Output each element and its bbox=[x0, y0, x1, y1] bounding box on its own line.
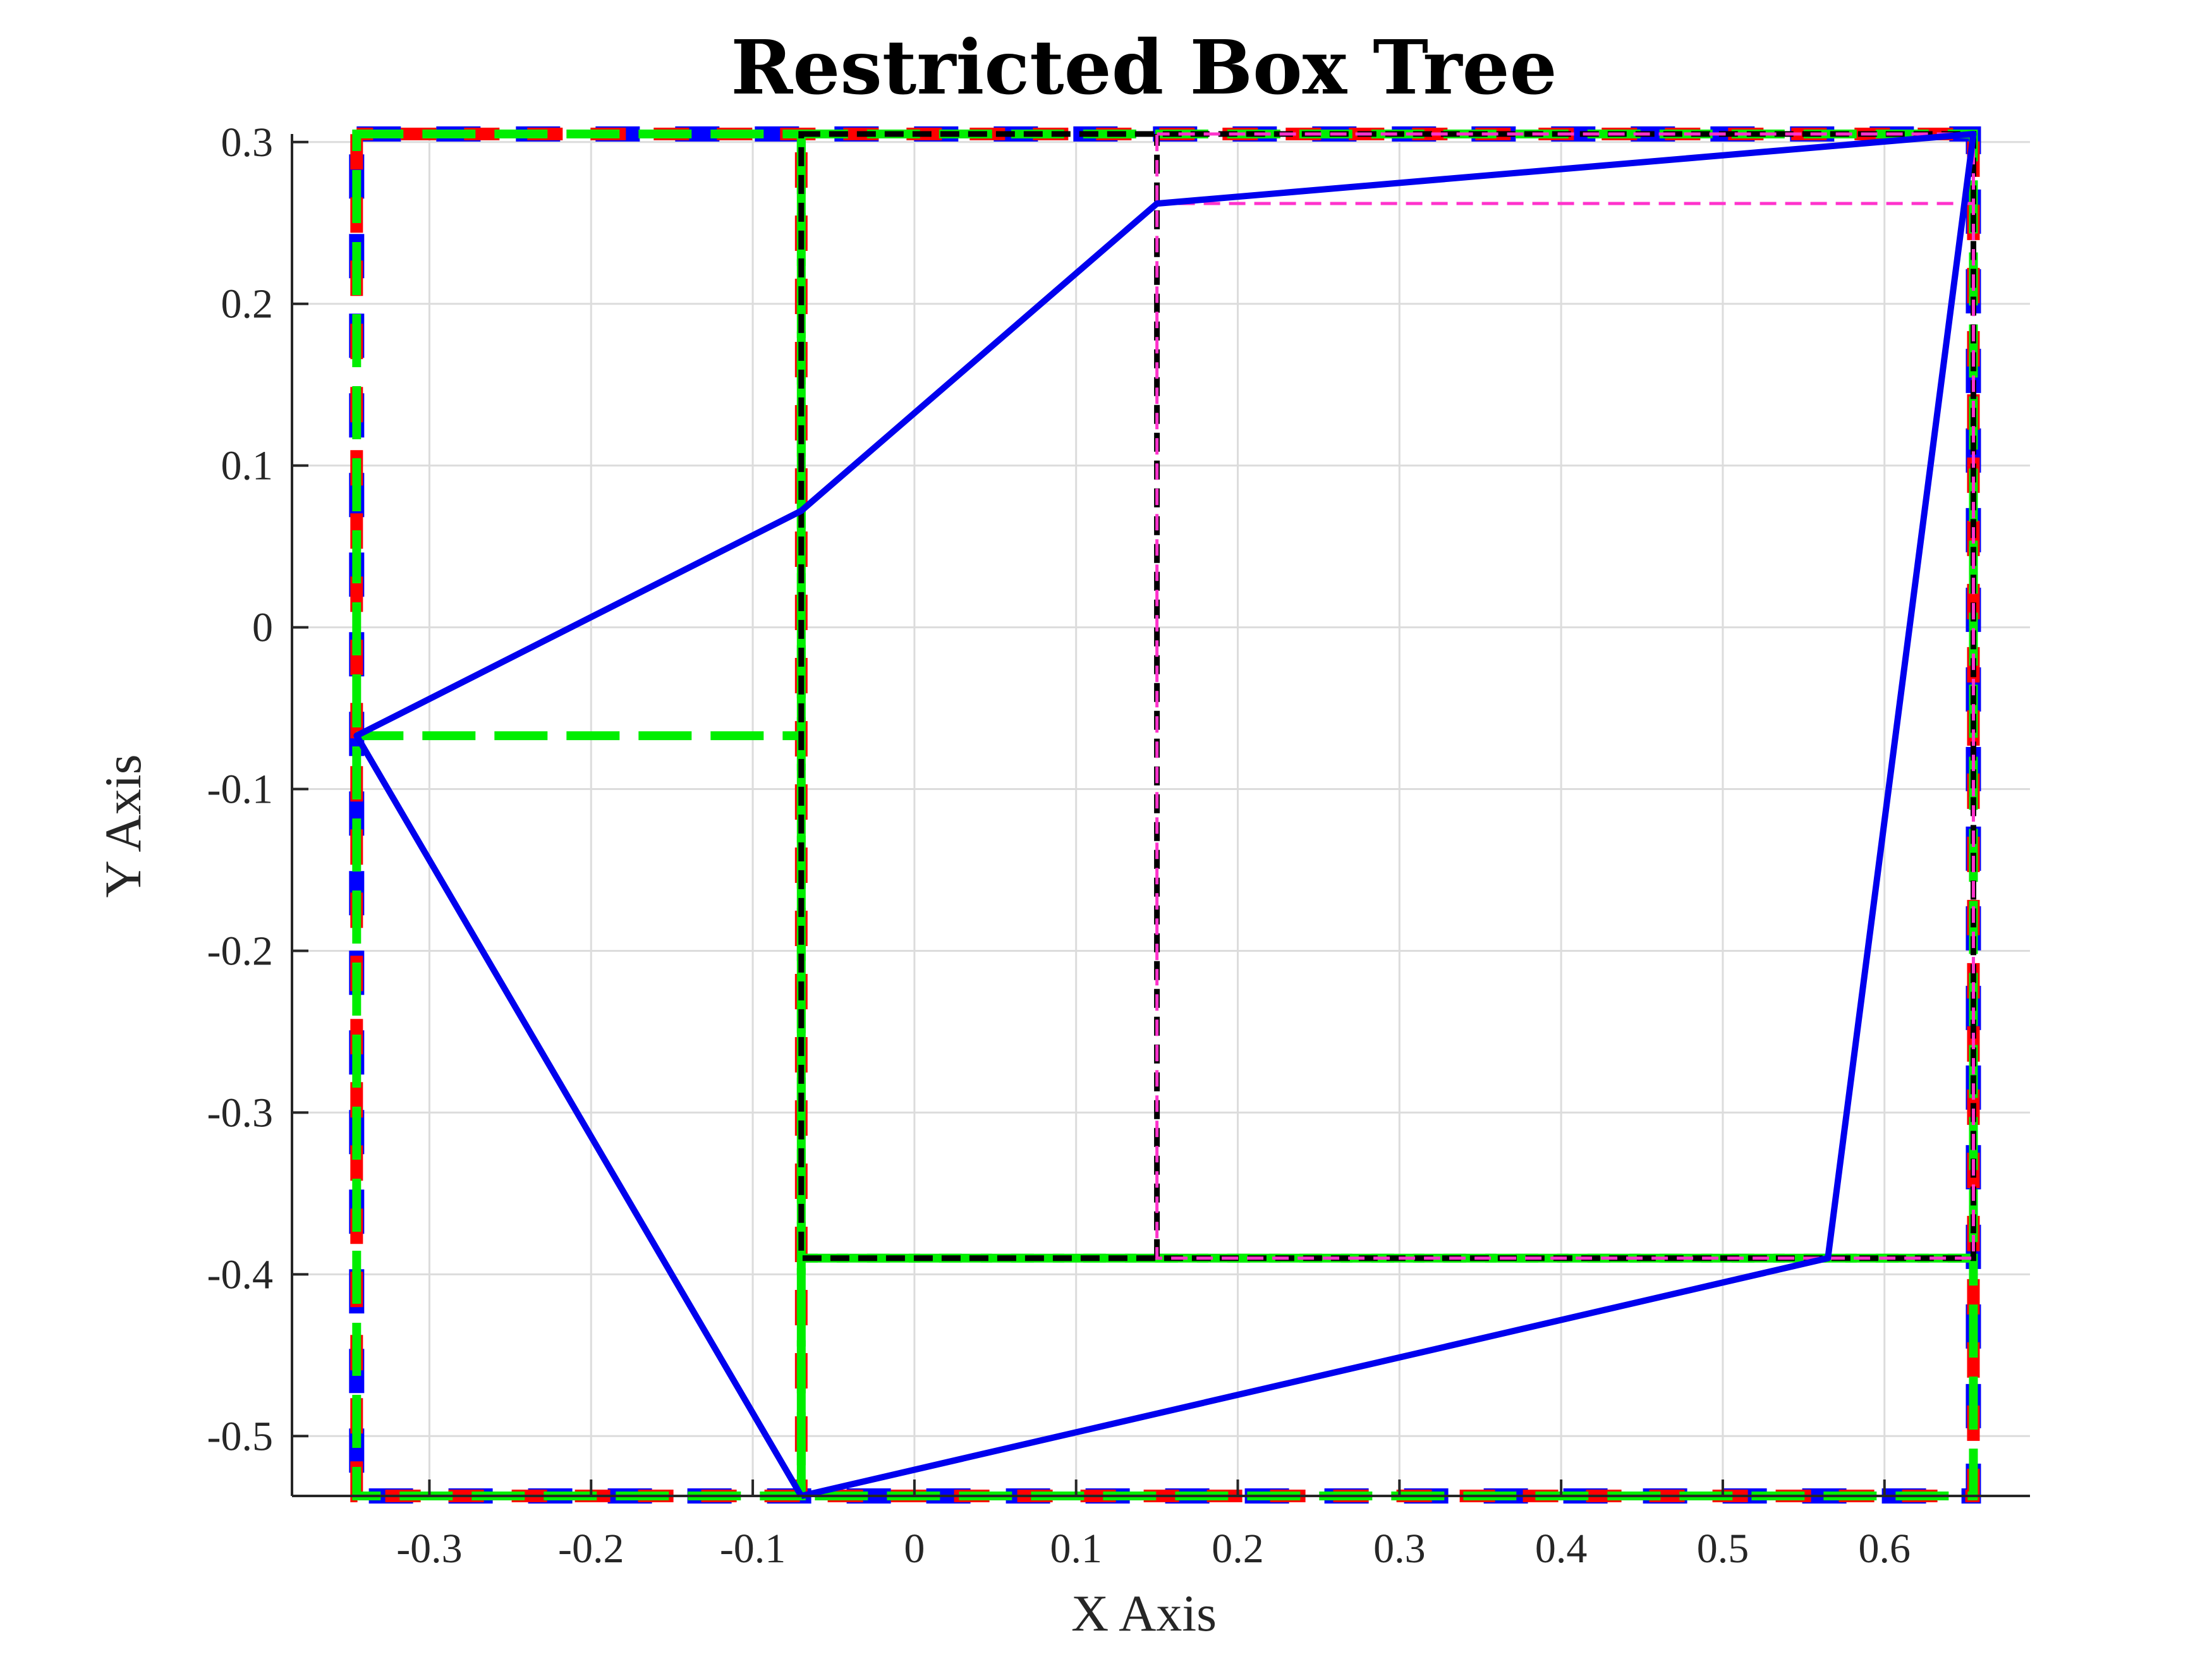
blue-path bbox=[353, 131, 1977, 1499]
y-tick-label: -0.5 bbox=[207, 1413, 273, 1459]
y-tick-label: -0.4 bbox=[207, 1251, 273, 1297]
y-tick-label: -0.3 bbox=[207, 1090, 273, 1136]
chart-title: Restricted Box Tree bbox=[731, 23, 1557, 111]
x-tick-label: 0.6 bbox=[1859, 1526, 1911, 1572]
x-axis-label: X Axis bbox=[1071, 1584, 1217, 1642]
x-tick-label: 0.3 bbox=[1373, 1526, 1426, 1572]
x-tick-label: -0.1 bbox=[720, 1526, 786, 1572]
x-tick-label: 0 bbox=[904, 1526, 925, 1572]
x-tick-labels: -0.3 -0.2 -0.1 0 0.1 0.2 0.3 0.4 0.5 0.6 bbox=[396, 1526, 1911, 1572]
x-tick-label: 0.4 bbox=[1535, 1526, 1588, 1572]
y-axis-label: Y Axis bbox=[94, 754, 152, 897]
x-tick-label: 0.1 bbox=[1050, 1526, 1102, 1572]
axes bbox=[291, 134, 2030, 1497]
y-tick-label: 0.2 bbox=[221, 281, 274, 327]
x-tick-label: 0.5 bbox=[1697, 1526, 1749, 1572]
box-level-5 bbox=[1155, 132, 1975, 1260]
x-tick-label: 0.2 bbox=[1212, 1526, 1264, 1572]
x-tick-label: -0.2 bbox=[558, 1526, 624, 1572]
x-tick-label: -0.3 bbox=[396, 1526, 462, 1572]
y-tick-label: 0 bbox=[252, 605, 273, 651]
path-line bbox=[353, 131, 1977, 1499]
y-tick-label: 0.1 bbox=[221, 443, 274, 489]
y-tick-label: -0.2 bbox=[207, 928, 273, 974]
y-tick-label: -0.1 bbox=[207, 767, 273, 813]
y-tick-labels: 0.3 0.2 0.1 0 -0.1 -0.2 -0.3 -0.4 -0.5 bbox=[207, 119, 273, 1460]
y-tick-label: 0.3 bbox=[221, 119, 274, 166]
